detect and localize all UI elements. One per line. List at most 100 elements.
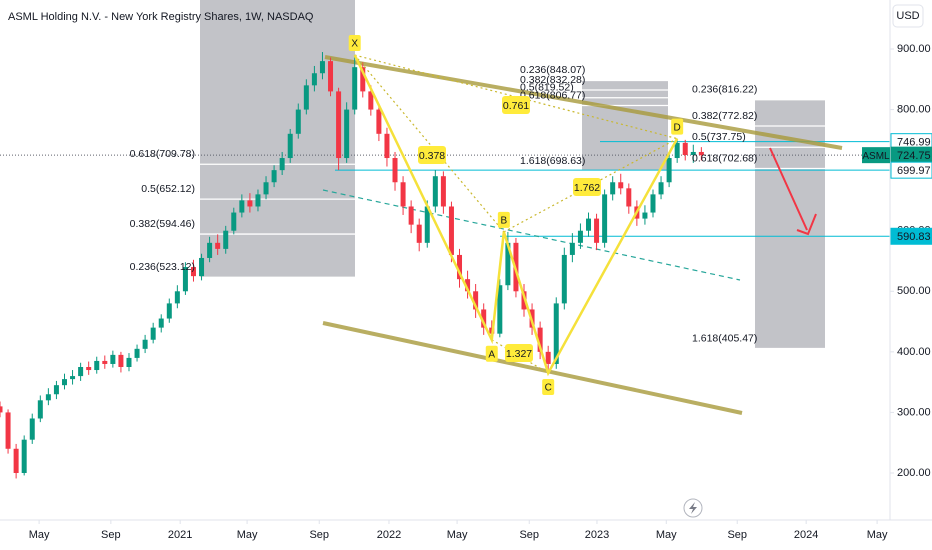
arrow-head xyxy=(796,213,817,236)
fib-box xyxy=(582,80,668,171)
candle-body xyxy=(642,212,648,219)
candle-body xyxy=(134,348,140,358)
drawings-under xyxy=(0,0,890,415)
candle-body xyxy=(328,61,334,92)
channel-bottom xyxy=(322,321,743,415)
point-label: C xyxy=(545,383,552,394)
fib-label: 0.382(772.82) xyxy=(692,110,757,122)
price-badge-label: 746.99 xyxy=(897,137,931,149)
point-label: D xyxy=(674,122,681,133)
candle-body xyxy=(263,182,269,195)
candle-body xyxy=(150,327,156,340)
candle-body xyxy=(618,182,624,189)
channel-top xyxy=(324,55,843,150)
candle-body xyxy=(199,257,205,277)
candle-body xyxy=(569,242,575,255)
pattern-ratio-line xyxy=(491,339,549,374)
candle-body xyxy=(336,91,342,159)
candle-body xyxy=(424,206,430,243)
candle-body xyxy=(440,176,446,207)
candle-body xyxy=(666,158,672,183)
candle-body xyxy=(521,291,527,310)
candle-body xyxy=(53,385,59,395)
candle-body xyxy=(690,151,696,156)
candle-body xyxy=(303,85,309,110)
candle-body xyxy=(416,224,422,243)
candle-body xyxy=(94,360,100,371)
candle-body xyxy=(577,230,583,243)
candle-body xyxy=(473,291,479,310)
x-tick-label: Sep xyxy=(727,529,747,541)
price-badge-label: 724.75 xyxy=(897,150,931,162)
x-tick-label: 2022 xyxy=(377,529,401,541)
y-tick-label: 400.00 xyxy=(897,346,931,358)
arrow-shaft xyxy=(769,147,808,231)
price-badge xyxy=(890,227,932,245)
y-tick-label: 500.00 xyxy=(897,285,931,297)
replay-icon[interactable] xyxy=(683,498,703,518)
candle-body xyxy=(13,448,19,473)
candle-body xyxy=(602,194,608,243)
candle-body xyxy=(247,200,253,207)
x-tick-label: May xyxy=(237,529,258,541)
candle-body xyxy=(287,133,293,159)
candle-body xyxy=(29,418,35,440)
x-tick-label: Sep xyxy=(101,529,121,541)
candle-body xyxy=(110,354,116,364)
candle-body xyxy=(457,254,463,280)
ratio-box xyxy=(418,146,446,164)
x-tick-label: May xyxy=(29,529,50,541)
candle-body xyxy=(585,218,591,231)
candle-body xyxy=(5,412,11,449)
ratio-label: 1.762 xyxy=(574,182,600,194)
candle-body xyxy=(174,291,180,304)
ratio-label: 0.378 xyxy=(419,150,445,162)
candle-body xyxy=(142,339,148,349)
x-tick-label: May xyxy=(447,529,468,541)
ratio-box xyxy=(502,96,530,114)
candle-body xyxy=(537,327,543,352)
candle-body xyxy=(368,91,374,110)
pattern-ratio-line xyxy=(354,54,505,233)
fib-label: 1.618(698.63) xyxy=(520,155,585,167)
x-tick-label: 2023 xyxy=(585,529,609,541)
ratio-box xyxy=(573,178,601,196)
point-box xyxy=(542,379,555,396)
candle-body xyxy=(682,142,688,156)
candle-body xyxy=(102,360,108,364)
candle-body xyxy=(505,242,511,286)
candle-body xyxy=(658,182,664,195)
candle-body xyxy=(392,158,398,183)
pattern-leg xyxy=(353,54,679,377)
fib-label: 0.618(709.78) xyxy=(130,148,195,160)
candle-body xyxy=(400,182,406,207)
candle-body xyxy=(70,376,76,380)
candle-body xyxy=(207,242,213,258)
candle-body xyxy=(45,394,51,401)
currency-box[interactable] xyxy=(892,4,924,28)
point-label: X xyxy=(351,39,358,50)
candle-body xyxy=(231,212,237,231)
candle-body xyxy=(384,133,390,159)
point-label: B xyxy=(501,216,508,227)
candle-body xyxy=(448,206,454,255)
fib-label: 0.382(832.28) xyxy=(520,74,585,86)
fib-label: 0.5(819.52) xyxy=(520,82,574,94)
ratio-label: 0.761 xyxy=(503,100,529,112)
fib-label: 0.236(816.22) xyxy=(692,84,757,96)
candle-body xyxy=(311,73,317,86)
price-badge-label: 699.97 xyxy=(897,165,931,177)
fib-label: 0.5(652.12) xyxy=(141,183,195,195)
candle-body xyxy=(21,439,27,473)
candle-body xyxy=(166,303,172,319)
candle-body xyxy=(360,67,366,92)
channel-mid xyxy=(322,189,741,281)
candle-body xyxy=(118,354,124,367)
x-tick-label: Sep xyxy=(309,529,329,541)
candle-body xyxy=(279,158,285,171)
fib-label: 0.236(523.12) xyxy=(130,261,195,273)
x-tick-label: May xyxy=(656,529,677,541)
candle-body xyxy=(215,242,221,249)
candle-body xyxy=(223,230,229,249)
candle-body xyxy=(497,285,503,334)
